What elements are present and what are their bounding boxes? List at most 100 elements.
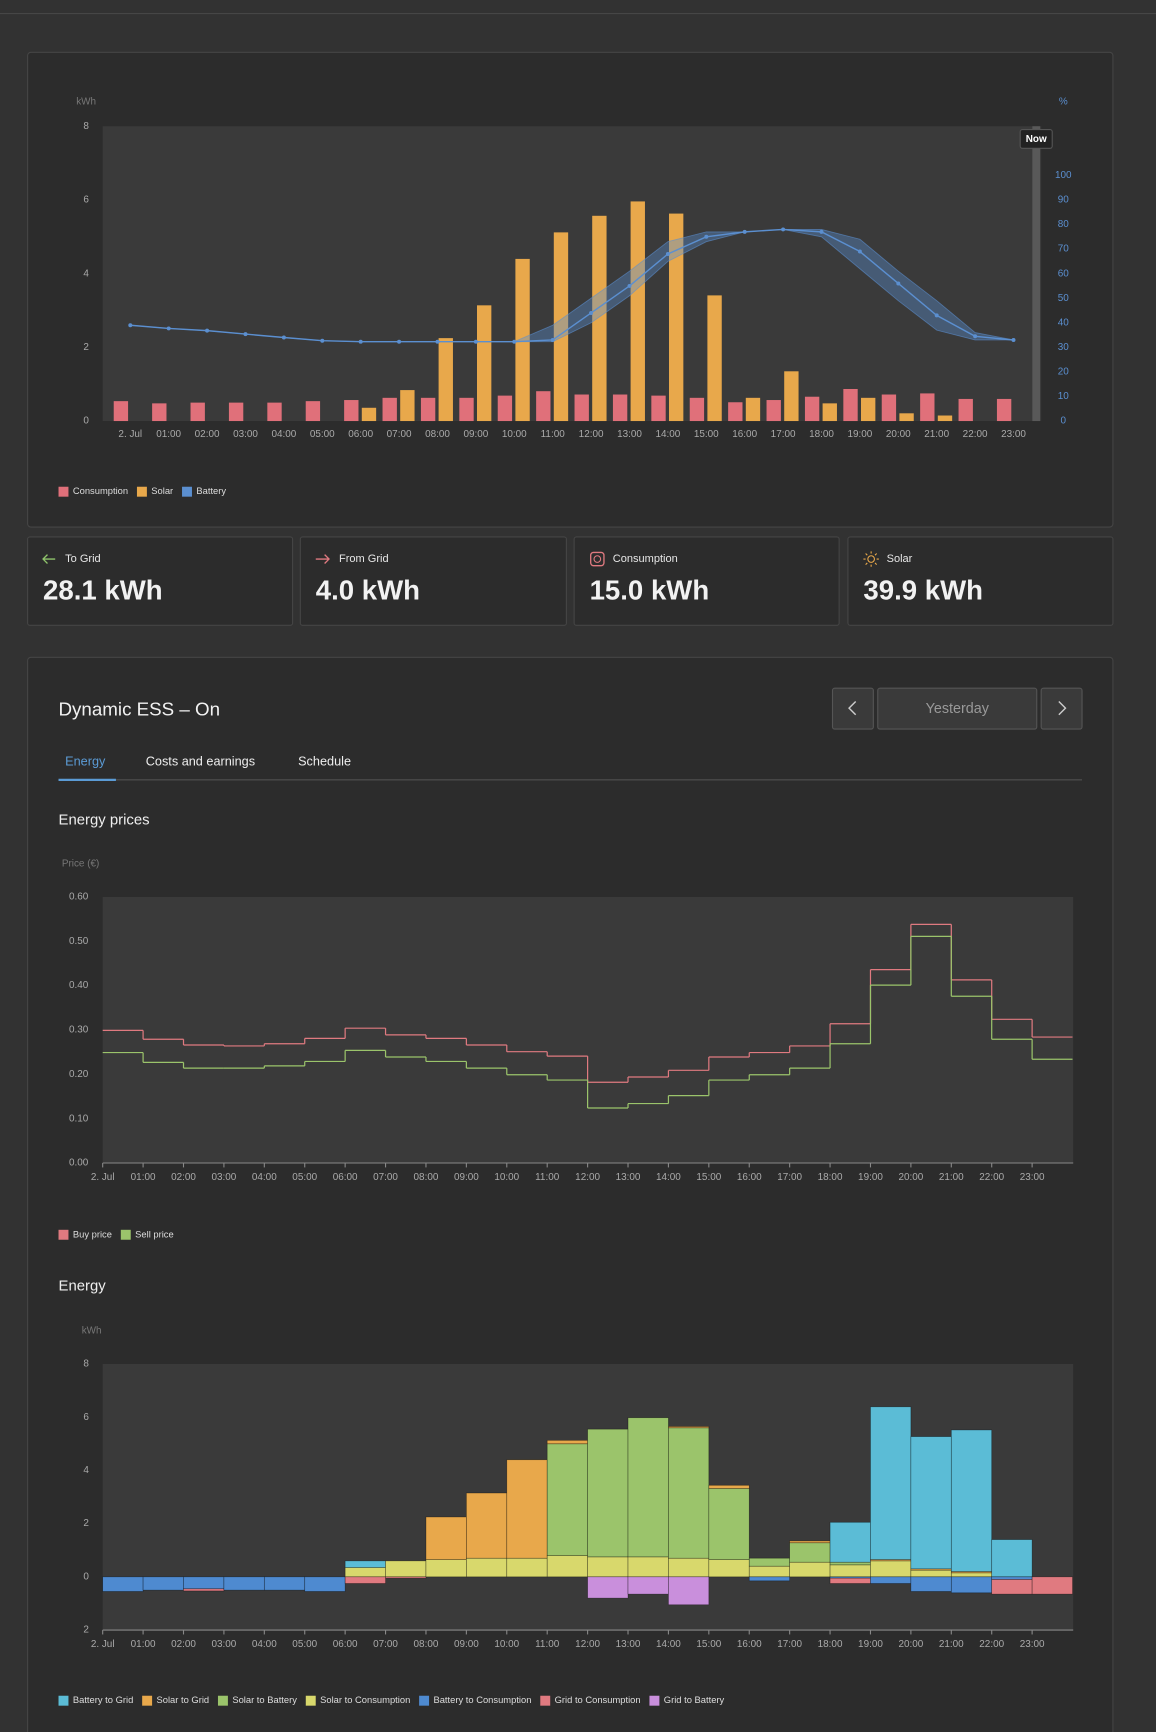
battery-point bbox=[819, 229, 824, 234]
x-tick-label: 20:00 bbox=[898, 1639, 923, 1650]
bar-segment bbox=[708, 1484, 750, 1489]
x-tick-label: 23:00 bbox=[1001, 429, 1026, 440]
legend-label: Grid to Battery bbox=[664, 1695, 725, 1705]
y-tick-label: 0.40 bbox=[69, 980, 89, 991]
battery-point bbox=[358, 339, 363, 344]
x-tick-label: 08:00 bbox=[414, 1639, 439, 1650]
y-tick-label: 0.10 bbox=[69, 1113, 89, 1124]
battery-point bbox=[781, 227, 786, 232]
x-tick-label: 09:00 bbox=[463, 429, 488, 440]
x-tick-label: 09:00 bbox=[454, 1639, 479, 1650]
x-tick-label: 23:00 bbox=[1020, 1639, 1045, 1650]
x-tick-label: 12:00 bbox=[579, 429, 604, 440]
legend-swatch bbox=[136, 486, 147, 497]
x-tick-label: 18:00 bbox=[809, 429, 834, 440]
bar-segment bbox=[748, 1576, 790, 1582]
y-tick-label: 2 bbox=[83, 1625, 89, 1636]
stat-card: Consumption 15.0 kWh bbox=[573, 536, 840, 626]
x-tick-label: 03:00 bbox=[211, 1172, 236, 1183]
x-tick-label: 19:00 bbox=[858, 1172, 883, 1183]
battery-point bbox=[397, 339, 402, 344]
legend-label: Solar to Grid bbox=[157, 1695, 210, 1705]
x-tick-label: 03:00 bbox=[233, 429, 258, 440]
x-tick-label: 23:00 bbox=[1020, 1172, 1045, 1183]
battery-point bbox=[1011, 337, 1016, 342]
solar-icon bbox=[867, 555, 876, 563]
bar bbox=[920, 393, 935, 422]
battery-point bbox=[857, 249, 862, 254]
bar-segment bbox=[385, 1560, 427, 1578]
x-tick-label: 02:00 bbox=[171, 1639, 196, 1650]
next-day-button[interactable] bbox=[1040, 687, 1083, 730]
bar bbox=[937, 415, 953, 422]
bar bbox=[553, 232, 569, 422]
bar bbox=[766, 400, 781, 422]
stat-label: Consumption bbox=[613, 553, 678, 565]
y-tick-label: 6 bbox=[83, 195, 89, 206]
legend-swatch bbox=[120, 1229, 131, 1240]
bar bbox=[113, 401, 129, 422]
bar bbox=[861, 397, 876, 422]
x-tick-label: 15:00 bbox=[696, 1172, 721, 1183]
bar-segment bbox=[950, 1572, 993, 1578]
bar bbox=[996, 398, 1012, 422]
x-tick-label: 14:00 bbox=[656, 1172, 681, 1183]
y-tick-label: 4 bbox=[83, 268, 89, 279]
card-frame bbox=[299, 536, 567, 626]
x-tick-label: 02:00 bbox=[171, 1172, 196, 1183]
x-tick-label: 14:00 bbox=[655, 429, 680, 440]
bar-segment bbox=[748, 1565, 790, 1578]
tab[interactable]: Schedule bbox=[298, 755, 351, 769]
x-tick-label: 2. Jul bbox=[118, 429, 142, 440]
stat-label: To Grid bbox=[65, 553, 101, 565]
tab[interactable]: Costs and earnings bbox=[146, 755, 255, 769]
battery-point bbox=[973, 334, 978, 339]
prev-day-button[interactable] bbox=[831, 687, 874, 730]
x-tick-label: 05:00 bbox=[292, 1172, 317, 1183]
y2-axis-label: % bbox=[1059, 97, 1068, 108]
x-tick-label: 15:00 bbox=[694, 429, 719, 440]
y-tick-label: 40 bbox=[1058, 317, 1070, 328]
bar-segment bbox=[506, 1557, 548, 1578]
x-tick-label: 17:00 bbox=[777, 1639, 802, 1650]
bar bbox=[899, 413, 914, 422]
bar-segment bbox=[991, 1576, 1033, 1580]
y-tick-label: 0 bbox=[83, 1571, 89, 1582]
card-frame bbox=[573, 536, 840, 626]
from-grid-icon bbox=[315, 554, 330, 564]
bar bbox=[228, 402, 244, 422]
legend-label: Battery to Grid bbox=[73, 1695, 133, 1705]
stat-card: Solar 39.9 kWh bbox=[847, 536, 1114, 626]
bar-segment bbox=[344, 1567, 386, 1578]
x-tick-label: 06:00 bbox=[333, 1639, 358, 1650]
bar bbox=[515, 258, 530, 422]
legend-label: Buy price bbox=[73, 1229, 112, 1239]
battery-point bbox=[512, 339, 517, 344]
legend-label: Sell price bbox=[135, 1229, 174, 1239]
battery-point bbox=[320, 338, 325, 343]
consumption-icon-inner bbox=[593, 555, 602, 563]
tab[interactable]: Energy bbox=[65, 755, 106, 769]
bar-segment bbox=[829, 1564, 871, 1578]
y-tick-label: 10 bbox=[1058, 391, 1070, 402]
bar bbox=[400, 390, 415, 422]
x-tick-label: 11:00 bbox=[541, 429, 566, 440]
battery-point bbox=[665, 252, 670, 256]
bar bbox=[497, 395, 513, 422]
x-tick-label: 10:00 bbox=[494, 1639, 519, 1650]
legend-swatch bbox=[649, 1695, 660, 1706]
bar-segment bbox=[950, 1429, 993, 1572]
x-tick-label: 05:00 bbox=[292, 1639, 317, 1650]
bar bbox=[361, 407, 377, 422]
date-button[interactable] bbox=[877, 687, 1038, 730]
now-bar bbox=[1032, 126, 1041, 422]
x-tick-label: 20:00 bbox=[898, 1172, 923, 1183]
battery-point bbox=[128, 323, 133, 328]
x-tick-label: 22:00 bbox=[963, 429, 988, 440]
stat-label: Solar bbox=[887, 553, 913, 565]
x-tick-label: 13:00 bbox=[617, 429, 642, 440]
bar bbox=[745, 397, 761, 422]
legend-swatch bbox=[142, 1695, 153, 1706]
